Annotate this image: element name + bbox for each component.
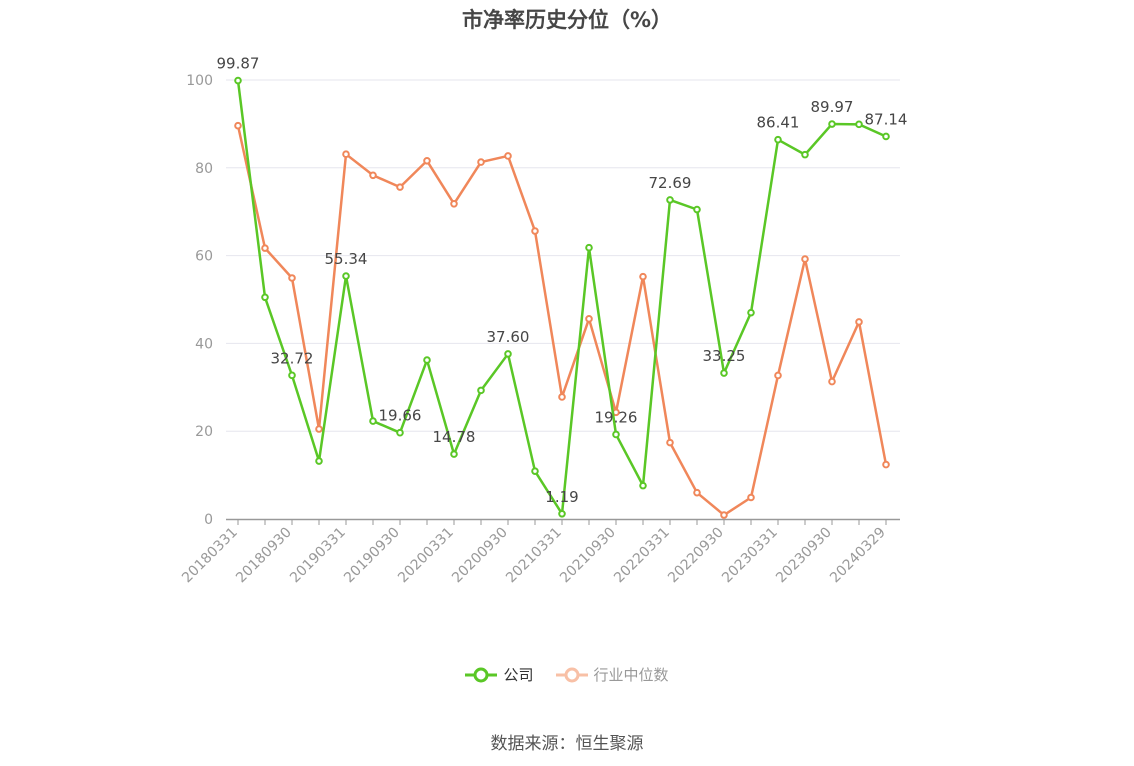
data-point-company[interactable] [342,272,350,280]
axes: 0 20 40 60 80 100 2018033120180930201903312019… [179,73,900,586]
data-point-company[interactable] [396,428,404,437]
series-lines [234,76,890,519]
data-point-company[interactable] [261,293,269,302]
x-tick-label: 20180930 [233,525,295,587]
data-point-industry[interactable] [693,488,701,497]
data-point-company[interactable] [504,350,512,358]
data-point-industry[interactable] [396,183,404,191]
legend-industry-label: 行业中位数 [593,666,669,684]
data-point-company[interactable] [639,481,647,490]
series-line-industry [236,125,888,517]
x-tick-label: 20220331 [611,525,673,587]
data-point-industry[interactable] [666,438,674,447]
data-label: 14.78 [433,428,476,446]
data-point-company[interactable] [693,205,701,214]
x-tick-label: 20200930 [449,525,511,587]
data-point-industry[interactable] [477,158,485,166]
data-point-company[interactable] [369,417,377,425]
data-point-industry[interactable] [234,121,242,130]
data-point-company[interactable] [747,308,755,317]
x-tick-label: 20230331 [719,525,781,587]
data-point-industry[interactable] [315,425,323,433]
data-label: 19.26 [595,408,638,426]
data-point-company[interactable] [477,386,485,395]
data-point-industry[interactable] [423,156,431,165]
data-point-company[interactable] [531,467,539,475]
data-point-company[interactable] [855,120,863,129]
legend-industry-line-icon [555,667,588,682]
data-label: 72.69 [649,174,692,192]
x-tick-label: 20240329 [827,525,889,587]
y-tick-label: 60 [195,249,213,265]
data-point-industry[interactable] [261,244,269,252]
data-point-industry[interactable] [288,274,296,282]
data-point-industry[interactable] [720,511,728,519]
data-point-company[interactable] [774,135,782,144]
data-point-company[interactable] [450,450,458,458]
data-label: 32.72 [271,349,314,367]
data-label: 19.66 [379,407,422,425]
data-label: 33.25 [703,347,746,365]
y-tick-label: 0 [204,512,213,528]
data-point-company[interactable] [801,150,809,159]
data-point-company[interactable] [315,457,323,465]
data-label: 86.41 [757,114,800,132]
data-point-industry[interactable] [504,152,512,160]
data-point-industry[interactable] [855,318,863,326]
data-label: 99.87 [217,55,260,73]
x-tick-label: 20200331 [395,525,457,587]
data-point-industry[interactable] [531,227,539,235]
data-point-industry[interactable] [558,393,566,401]
data-point-industry[interactable] [882,460,890,469]
data-point-industry[interactable] [774,371,782,380]
data-label: 89.97 [811,98,854,116]
data-label: 55.34 [325,250,368,268]
x-tick-label: 20230930 [773,525,835,587]
legend-item-company[interactable]: 公司 [465,664,534,685]
data-point-company[interactable] [585,243,593,252]
data-point-industry[interactable] [828,377,836,386]
data-point-company[interactable] [423,356,431,364]
data-point-company[interactable] [666,196,674,204]
data-point-company[interactable] [288,371,296,380]
legend: 公司 行业中位数 [0,664,1134,685]
data-point-company[interactable] [720,369,728,377]
y-tick-label: 40 [195,336,213,352]
series-line-company [236,80,887,516]
x-tick-label: 20210930 [557,525,619,587]
legend-item-industry[interactable]: 行业中位数 [555,664,669,685]
x-tick-label: 20220930 [665,525,727,587]
data-point-industry[interactable] [585,315,593,323]
data-point-company[interactable] [558,509,566,518]
data-label: 1.19 [545,488,578,506]
y-tick-label: 100 [186,73,213,89]
data-point-company[interactable] [612,430,620,439]
data-point-industry[interactable] [639,272,647,281]
y-tick-label: 20 [195,424,213,440]
data-point-company[interactable] [828,120,836,128]
data-point-industry[interactable] [342,150,350,158]
data-labels: 99.87 32.72 55.34 19.66 14.78 37.60 1.19 19.26 7… [217,55,908,506]
y-tick-label: 80 [195,161,213,177]
x-tick-label: 20210331 [503,525,565,587]
data-point-company[interactable] [882,132,890,141]
data-point-industry[interactable] [801,255,809,263]
legend-company-line-icon [465,667,498,682]
chart-title: 市净率历史分位（%） [461,8,673,32]
data-point-industry[interactable] [369,171,377,180]
data-label: 37.60 [487,328,530,346]
grid-lines [226,79,900,432]
data-point-company[interactable] [234,76,242,85]
data-source: 数据来源：恒生聚源 [490,734,644,754]
data-label: 87.14 [865,110,908,128]
x-tick-label: 20190331 [287,525,349,587]
x-tick-label: 20180331 [179,525,241,587]
data-point-industry[interactable] [450,199,458,208]
legend-company-label: 公司 [503,666,534,684]
data-point-industry[interactable] [747,493,755,502]
x-tick-label: 20190930 [341,525,403,587]
